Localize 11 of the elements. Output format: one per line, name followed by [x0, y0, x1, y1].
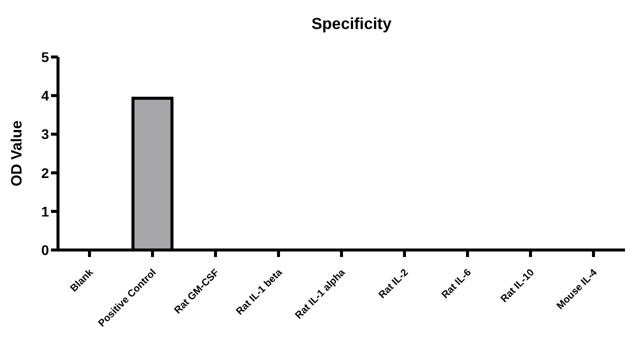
y-tick-label: 3	[41, 126, 50, 142]
y-tick-label: 0	[41, 242, 50, 258]
y-tick-label: 1	[41, 203, 50, 220]
x-tick-label: Rat IL-6	[440, 267, 474, 302]
chart-title: Specificity	[310, 16, 393, 34]
y-tick-label: 4	[41, 88, 50, 104]
y-tick-label: 5	[41, 48, 50, 65]
y-axis-title: OD Value	[8, 120, 26, 186]
x-tick-label: Rat IL-2	[376, 267, 411, 302]
x-tick-label: Rat IL-1 beta	[234, 267, 285, 318]
y-tick-label: 2	[41, 164, 50, 181]
